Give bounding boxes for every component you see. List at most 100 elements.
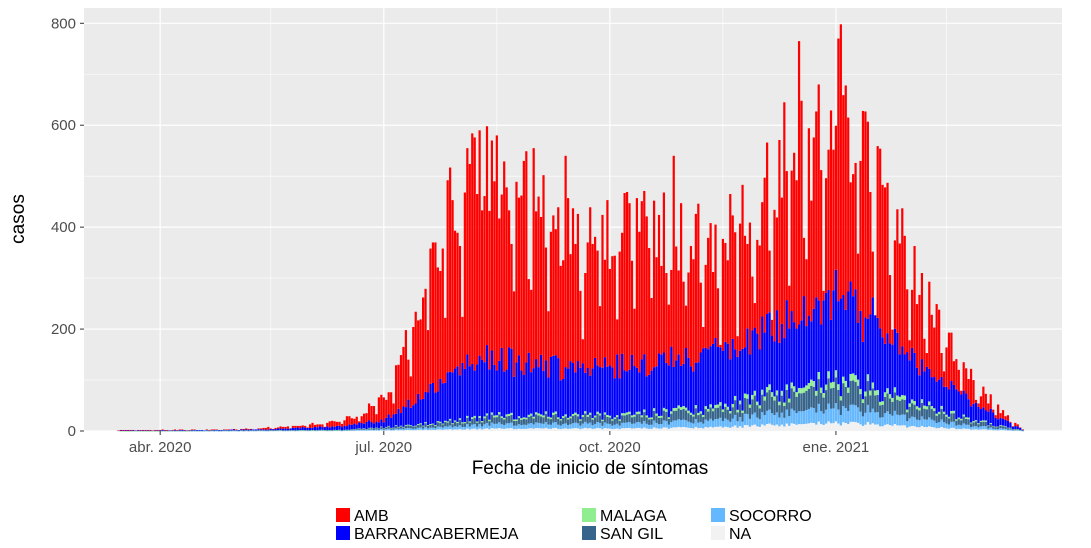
- bar-segment: [854, 162, 857, 290]
- bar-segment: [510, 422, 513, 429]
- bar-segment: [358, 422, 361, 429]
- bar-segment: [869, 390, 872, 396]
- bar-segment: [933, 410, 936, 421]
- bar-segment: [195, 430, 199, 432]
- bar-segment: [608, 423, 611, 429]
- bar-segment: [997, 427, 1000, 429]
- bar-segment: [247, 428, 250, 430]
- bar-segment: [876, 394, 879, 413]
- bar-segment: [576, 416, 580, 424]
- bar-segment: [456, 429, 459, 431]
- bar-segment: [780, 197, 783, 324]
- bar-segment: [141, 429, 145, 431]
- bar-segment: [191, 430, 194, 432]
- bar-segment: [886, 411, 889, 425]
- bar-segment: [535, 427, 538, 431]
- bar-segment: [331, 426, 334, 431]
- bar-segment: [385, 430, 388, 431]
- bar-segment: [1011, 429, 1014, 431]
- bar-segment: [569, 424, 572, 429]
- bar-segment: [419, 424, 422, 428]
- bar-segment: [714, 338, 717, 405]
- bar-segment: [304, 425, 307, 428]
- bar-segment: [249, 430, 253, 431]
- bar-segment: [795, 180, 798, 329]
- bar-segment: [281, 430, 285, 432]
- bar-segment: [419, 429, 422, 431]
- bar-segment: [788, 398, 791, 403]
- bar-segment: [367, 427, 371, 429]
- bar-segment: [702, 327, 705, 349]
- bar-segment: [554, 229, 557, 356]
- bar-segment: [721, 411, 724, 422]
- bar-segment: [286, 426, 290, 429]
- bar-segment: [854, 381, 857, 406]
- bar-segment: [343, 430, 346, 432]
- bar-segment: [358, 428, 361, 429]
- bar-segment: [982, 420, 985, 422]
- bar-segment: [797, 324, 801, 388]
- bar-segment: [984, 420, 987, 422]
- bar-segment: [225, 429, 228, 430]
- bar-segment: [699, 413, 702, 422]
- bar-segment: [734, 349, 737, 396]
- bar-segment: [338, 430, 341, 432]
- bar-segment: [380, 430, 383, 431]
- bar-segment: [316, 430, 319, 432]
- bar-segment: [426, 425, 430, 426]
- bar-segment: [178, 429, 181, 431]
- bar-segment: [616, 319, 619, 355]
- bar-segment: [603, 357, 607, 413]
- bar-segment: [451, 423, 454, 425]
- bar-segment: [883, 392, 887, 397]
- bar-segment: [613, 378, 616, 418]
- bar-segment: [945, 416, 948, 424]
- bar-segment: [935, 381, 938, 414]
- bar-segment: [616, 354, 619, 416]
- bar-segment: [736, 356, 739, 410]
- bar-segment: [886, 393, 889, 412]
- bar-segment: [719, 402, 722, 406]
- bar-segment: [888, 394, 892, 399]
- bar-segment: [930, 377, 933, 407]
- bar-segment: [200, 429, 204, 431]
- bar-segment: [564, 428, 567, 431]
- bar-segment: [815, 297, 818, 391]
- bar-segment: [547, 424, 550, 429]
- bar-segment: [618, 425, 621, 430]
- bar-segment: [724, 418, 727, 427]
- bar-segment: [992, 425, 995, 427]
- bar-segment: [286, 430, 290, 431]
- bar-segment: [485, 126, 489, 346]
- bar-segment: [382, 428, 385, 430]
- bar-segment: [274, 430, 277, 431]
- bar-segment: [896, 395, 899, 400]
- bar-segment: [699, 352, 702, 412]
- bar-segment: [881, 184, 884, 338]
- bar-segment: [982, 407, 985, 421]
- bar-segment: [476, 421, 479, 423]
- bar-segment: [1021, 430, 1024, 431]
- bar-segment: [652, 408, 656, 411]
- bar-segment: [242, 429, 245, 431]
- bars: [117, 24, 1024, 432]
- bar-segment: [122, 430, 125, 431]
- bar-segment: [370, 427, 373, 429]
- bar-segment: [493, 364, 496, 416]
- bar-segment: [898, 396, 901, 401]
- bar-segment: [711, 411, 715, 421]
- bar-segment: [291, 427, 294, 431]
- bar-segment: [535, 414, 538, 423]
- bar-segment: [485, 422, 489, 429]
- bar-segment: [296, 427, 299, 431]
- bar-segment: [311, 422, 314, 428]
- bar-segment: [478, 355, 481, 416]
- bar-segment: [726, 419, 729, 428]
- bar-segment: [603, 428, 607, 431]
- bar-segment: [466, 148, 469, 355]
- bar-segment: [247, 430, 250, 432]
- bar-segment: [269, 430, 272, 431]
- bar-segment: [829, 408, 833, 424]
- bar-segment: [766, 410, 769, 424]
- bar-segment: [824, 390, 828, 410]
